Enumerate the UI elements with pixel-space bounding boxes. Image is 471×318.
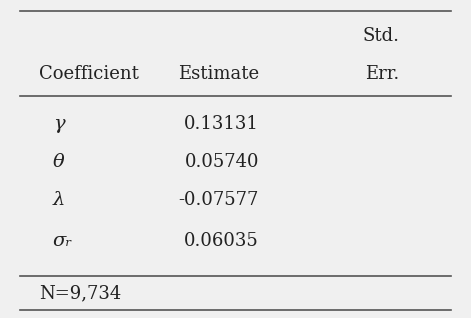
- Text: N=9,734: N=9,734: [39, 284, 121, 302]
- Text: λ: λ: [53, 191, 65, 209]
- Text: 0.05740: 0.05740: [185, 153, 259, 171]
- Text: Std.: Std.: [362, 27, 399, 45]
- Text: θ: θ: [53, 153, 65, 171]
- Text: σᵣ: σᵣ: [53, 232, 73, 250]
- Text: 0.13131: 0.13131: [184, 115, 259, 133]
- Text: -0.07577: -0.07577: [179, 191, 259, 209]
- Text: Coefficient: Coefficient: [39, 65, 139, 83]
- Text: 0.06035: 0.06035: [184, 232, 259, 250]
- Text: Err.: Err.: [365, 65, 399, 83]
- Text: γ: γ: [53, 115, 65, 133]
- Text: Estimate: Estimate: [178, 65, 259, 83]
